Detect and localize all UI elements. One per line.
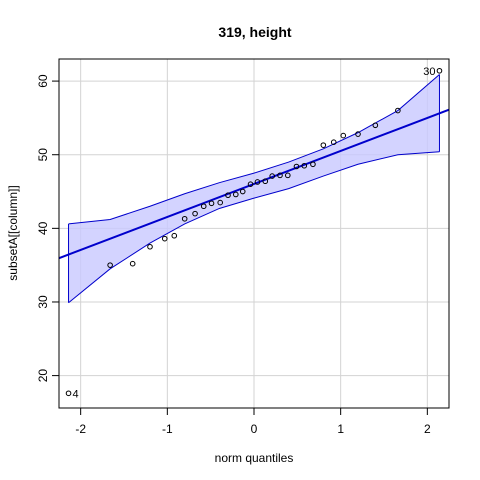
y-axis: 20 30 40 50 60 [36, 74, 60, 383]
data-point [285, 172, 291, 179]
confidence-band-upper [68, 74, 440, 225]
data-point [262, 178, 269, 185]
point-label: 4 [73, 388, 79, 400]
y-axis-label: subsetA[[column]] [6, 185, 20, 280]
fit-line [58, 108, 450, 260]
data-point [395, 107, 401, 114]
data-point [310, 161, 316, 168]
data-point [293, 163, 300, 170]
y-tick-label: 40 [36, 221, 50, 235]
x-tick-label: -2 [75, 422, 86, 436]
x-tick-label: -1 [162, 422, 173, 436]
data-points [65, 67, 443, 397]
data-point [161, 235, 168, 242]
data-point [436, 67, 443, 74]
y-tick-label: 50 [36, 148, 50, 162]
data-point [208, 200, 215, 207]
data-point [330, 139, 337, 146]
point-labels: 4 30 [73, 66, 436, 400]
confidence-band-fill [68, 74, 440, 303]
point-label: 30 [423, 66, 435, 78]
data-point [147, 243, 153, 250]
data-point [320, 142, 327, 148]
data-point [269, 173, 276, 179]
data-point [372, 122, 379, 129]
data-point [301, 162, 308, 169]
y-tick-label: 30 [36, 295, 50, 309]
data-point [355, 131, 361, 137]
chart-title: 319, height [218, 24, 291, 40]
data-point [277, 172, 283, 179]
x-tick-label: 2 [424, 422, 431, 436]
data-point [65, 390, 72, 397]
data-point [107, 262, 113, 268]
data-point [247, 181, 254, 187]
data-point [192, 210, 198, 217]
data-point [129, 260, 136, 267]
x-tick-label: 1 [337, 422, 344, 436]
x-axis: -2 -1 0 1 2 [75, 407, 431, 436]
y-tick-label: 60 [36, 74, 50, 88]
data-point [200, 203, 207, 210]
confidence-band-lower [68, 151, 440, 304]
y-tick-label: 20 [36, 369, 50, 383]
grid [59, 59, 449, 408]
x-tick-label: 0 [251, 422, 258, 436]
data-point [233, 191, 239, 198]
x-axis-label: norm quantiles [215, 451, 294, 465]
data-point [239, 188, 246, 195]
data-point [217, 199, 223, 206]
data-point [171, 232, 178, 239]
data-point [340, 132, 347, 139]
fit-line-group [58, 108, 450, 260]
data-point [254, 179, 261, 185]
data-point [181, 215, 188, 222]
data-point [225, 192, 231, 199]
